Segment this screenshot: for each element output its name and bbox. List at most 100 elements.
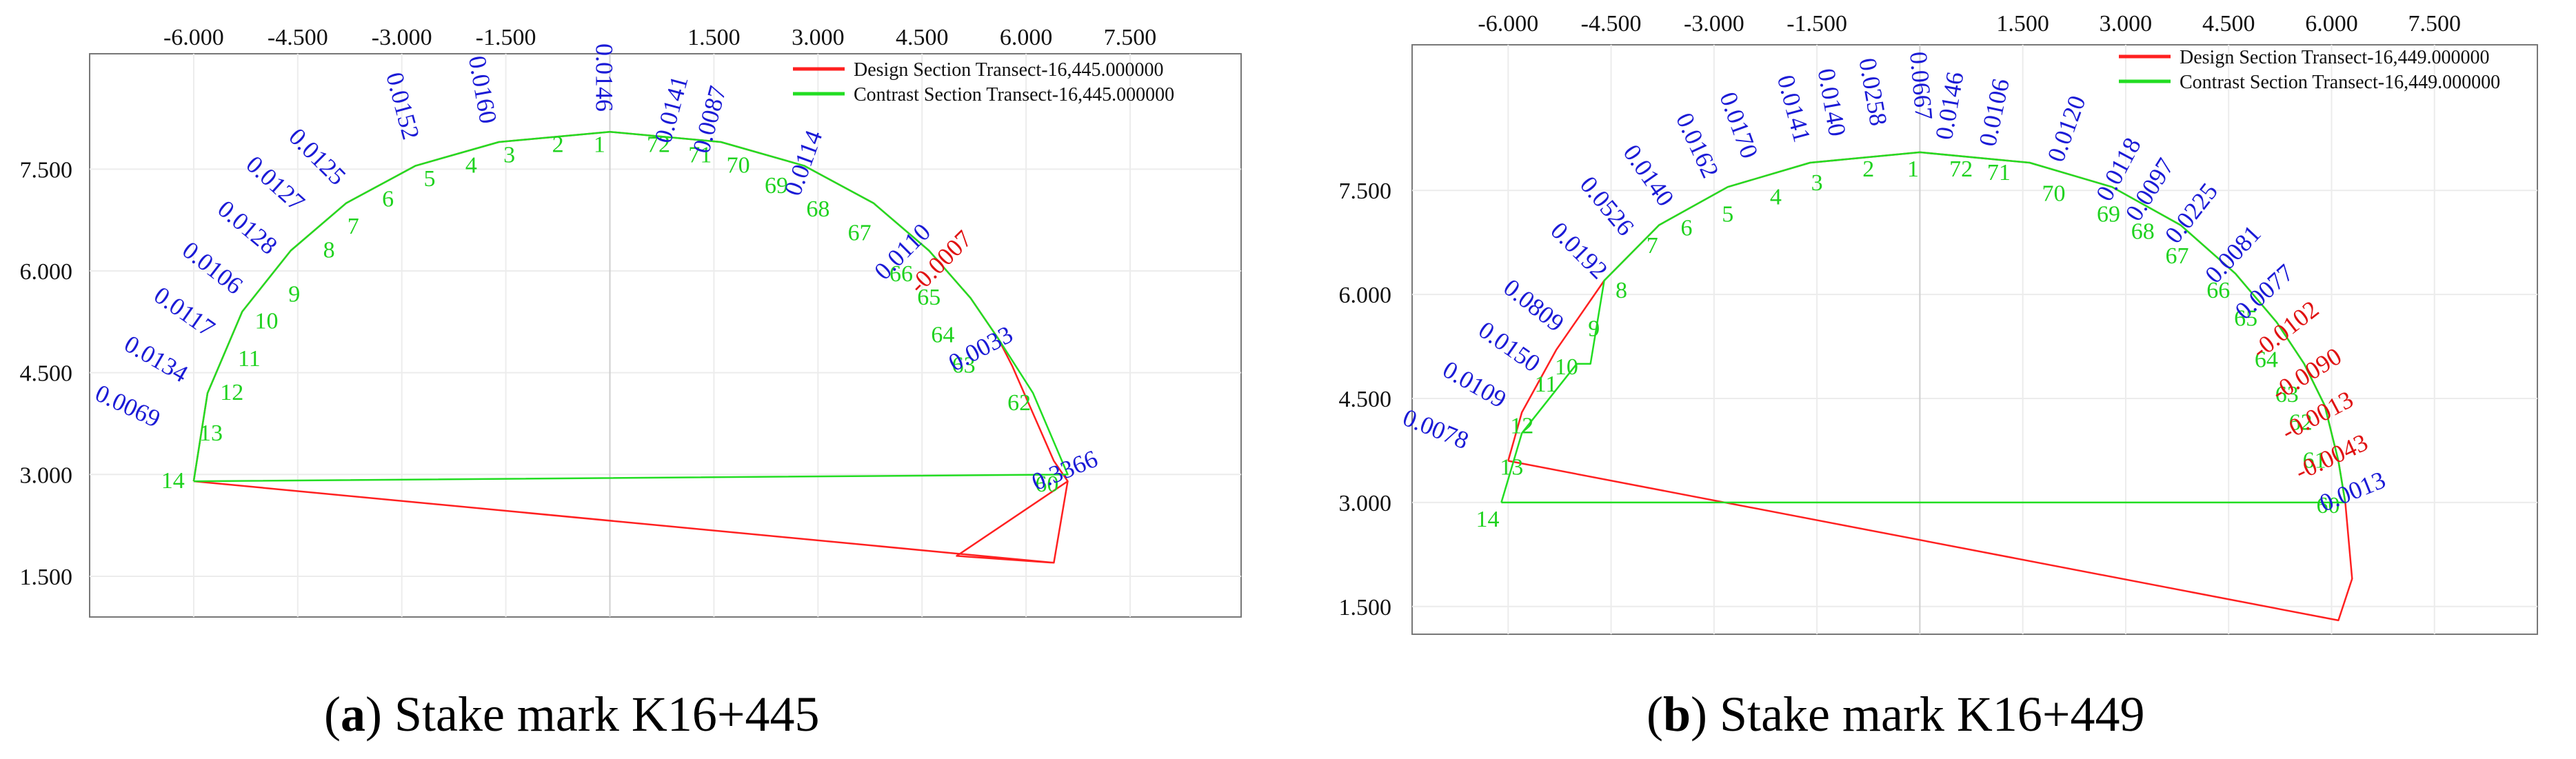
point-index-label: 67 (848, 221, 872, 246)
x-tick-label: -6.000 (1478, 11, 1538, 37)
point-index-label: 69 (765, 173, 788, 199)
point-index-label: 60 (1035, 472, 1058, 497)
point-index-label: 2 (552, 132, 564, 158)
legend-label: Contrast Section Transect-16,445.000000 (854, 84, 1174, 105)
point-index-label: 71 (1987, 160, 2011, 185)
y-tick-label: 4.500 (20, 361, 73, 387)
plot-area (89, 53, 1242, 618)
legend-label: Design Section Transect-16,445.000000 (854, 59, 1164, 81)
chart-panel-a: -6.000 -4.500 -3.000 -1.500 1.500 3.000 4.500 6… (20, 25, 1242, 742)
caption-a: (a) Stake mark K16+445 (324, 687, 820, 742)
point-index-label: 68 (2131, 219, 2155, 245)
point-index-label: 12 (220, 380, 243, 405)
point-index-label: 61 (2303, 448, 2326, 474)
point-index-label: 68 (806, 196, 829, 222)
x-tick-label: -1.500 (1787, 11, 1847, 37)
x-tick-label: -3.000 (372, 25, 432, 50)
point-index-label: 65 (2234, 305, 2257, 331)
x-tick-label: -6.000 (163, 25, 224, 50)
x-tick-label: 6.000 (2305, 11, 2358, 37)
point-index-label: 62 (2289, 409, 2313, 435)
chart-panel-b: -6.000 -4.500 -3.000 -1.500 1.500 3.000 4.500 6… (1288, 0, 2576, 759)
point-index-label: 65 (917, 285, 940, 310)
y-tick-label: 3.000 (1339, 491, 1392, 516)
point-index-label: 3 (1811, 170, 1823, 196)
point-index-label: 11 (1535, 372, 1558, 397)
x-tick-label: 6.000 (1000, 25, 1053, 50)
point-index-label: 66 (889, 261, 913, 287)
point-index-label: 7 (1647, 233, 1658, 259)
x-tick-label: 3.000 (792, 25, 845, 50)
x-tick-label: 4.500 (896, 25, 949, 50)
x-tick-label: 1.500 (1996, 11, 2049, 37)
caption-text-a: Stake mark K16+445 (394, 687, 820, 742)
y-tick-label: 1.500 (1339, 595, 1392, 620)
point-index-label: 6 (382, 186, 394, 212)
caption-letter-b: b (1662, 687, 1691, 742)
point-index-label: 64 (931, 322, 954, 347)
point-index-label: 72 (1949, 156, 1973, 182)
point-index-label: 67 (2166, 243, 2189, 269)
point-index-label: 8 (1616, 278, 1627, 303)
x-tick-label: -1.500 (476, 25, 536, 50)
point-index-label: 10 (255, 309, 279, 334)
x-tick-label: -4.500 (1581, 11, 1642, 37)
point-index-label: 5 (1722, 202, 1733, 227)
y-tick-label: 6.000 (20, 259, 73, 285)
y-tick-label: 3.000 (20, 463, 73, 488)
point-index-label: 1 (1907, 156, 1919, 182)
y-tick-label: 6.000 (1339, 283, 1392, 308)
caption-letter-a: a (340, 687, 365, 742)
point-index-label: 72 (647, 132, 670, 158)
point-index-label: 60 (2316, 493, 2339, 518)
point-index-label: 71 (688, 142, 712, 168)
series-line-contrast (192, 130, 1069, 483)
point-index-label: 14 (161, 468, 185, 494)
point-index-label: 1 (594, 132, 605, 158)
point-index-label: 10 (1555, 354, 1578, 380)
x-tick-label: -3.000 (1684, 11, 1744, 37)
y-tick-label: 7.500 (1339, 179, 1392, 204)
point-index-label: 5 (423, 166, 435, 192)
x-tick-label: 7.500 (2408, 11, 2461, 37)
point-index-label: 4 (465, 152, 477, 178)
point-index-label: 2 (1862, 156, 1874, 182)
y-tick-label: 1.500 (20, 565, 73, 590)
point-index-label: 11 (238, 346, 261, 372)
x-tick-label: 3.000 (2100, 11, 2153, 37)
point-index-label: 14 (1476, 507, 1499, 532)
point-index-label: 63 (952, 353, 976, 378)
caption-text-b: Stake mark K16+449 (1720, 687, 2145, 742)
point-index-label: 63 (2275, 382, 2299, 407)
caption-b: (b) Stake mark K16+449 (1647, 687, 2145, 742)
point-index-label: 66 (2206, 278, 2230, 303)
chart-svg-b: -6.000 -4.500 -3.000 -1.500 1.500 3.000 4.500 6… (1339, 11, 2538, 635)
point-index-label: 13 (1500, 455, 1523, 480)
point-index-label: 70 (2042, 181, 2065, 206)
point-index-label: 3 (503, 142, 515, 168)
point-index-label: 70 (727, 152, 750, 178)
point-index-label: 9 (288, 281, 300, 307)
point-index-label: 12 (1510, 413, 1533, 438)
x-tick-label: 7.500 (1104, 25, 1157, 50)
chart-svg-a: -6.000 -4.500 -3.000 -1.500 1.500 3.000 4.500 6… (20, 25, 1242, 618)
x-tick-label: -4.500 (268, 25, 328, 50)
deviation-value-label: 0.0667 (1904, 50, 1938, 121)
point-index-label: 69 (2097, 202, 2120, 227)
y-tick-label: 7.500 (20, 157, 73, 183)
point-index-label: 9 (1588, 316, 1600, 341)
point-index-label: 62 (1007, 390, 1031, 416)
point-index-label: 8 (323, 237, 335, 263)
point-index-label: 64 (2255, 347, 2278, 373)
series-line-contrast (1500, 151, 2346, 504)
plot-area (1411, 44, 2538, 635)
legend-label: Design Section Transect-16,449.000000 (2180, 47, 2490, 68)
legend-label: Contrast Section Transect-16,449.000000 (2180, 72, 2500, 93)
point-index-label: 7 (348, 214, 359, 239)
point-index-label: 6 (1681, 216, 1693, 241)
point-index-label: 4 (1770, 184, 1782, 210)
x-tick-label: 1.500 (687, 25, 741, 50)
y-tick-label: 4.500 (1339, 387, 1392, 412)
point-index-label: 13 (199, 421, 223, 446)
deviation-value-label: 0.0146 (590, 43, 618, 112)
